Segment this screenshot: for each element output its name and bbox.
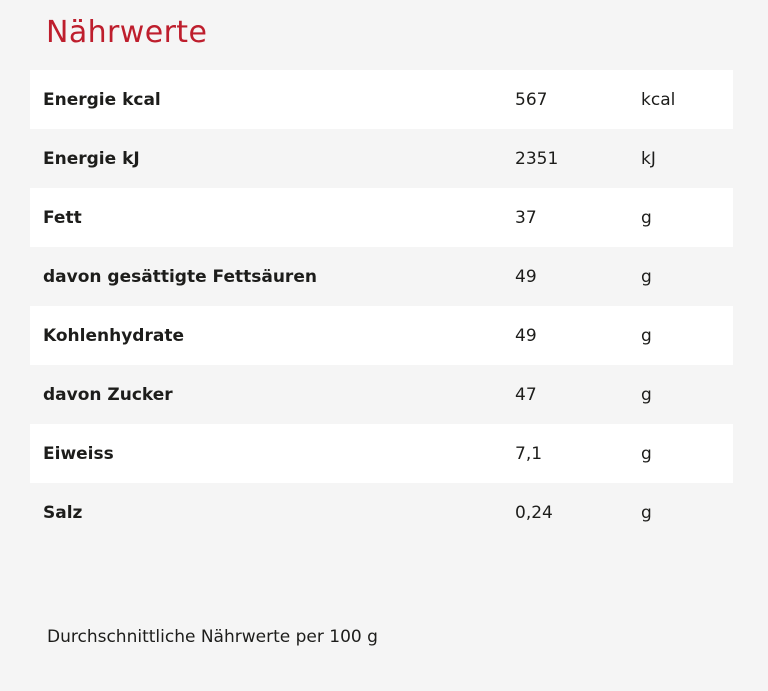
nutrient-value: 49 xyxy=(515,266,537,287)
nutrient-unit: kcal xyxy=(641,89,676,110)
nutrition-table: Energie kcal 567 kcal Energie kJ 2351 kJ… xyxy=(30,70,733,542)
nutrient-label: Energie kJ xyxy=(43,148,140,169)
nutrient-unit: g xyxy=(641,384,652,405)
nutrient-unit: g xyxy=(641,207,652,228)
table-row: davon gesättigte Fettsäuren 49 g xyxy=(30,247,733,306)
nutrient-value: 47 xyxy=(515,384,537,405)
nutrient-value: 7,1 xyxy=(515,443,543,464)
table-row: Fett 37 g xyxy=(30,188,733,247)
nutrient-label: Fett xyxy=(43,207,82,228)
nutrient-label: davon Zucker xyxy=(43,384,173,405)
average-values-note: Durchschnittliche Nährwerte per 100 g xyxy=(47,627,378,647)
nutrient-value: 37 xyxy=(515,207,537,228)
nutrient-value: 2351 xyxy=(515,148,559,169)
nutrient-unit: g xyxy=(641,443,652,464)
table-row: davon Zucker 47 g xyxy=(30,365,733,424)
nutrient-unit: g xyxy=(641,266,652,287)
nutrient-label: Kohlenhydrate xyxy=(43,325,184,346)
table-row: Eiweiss 7,1 g xyxy=(30,424,733,483)
table-row: Energie kcal 567 kcal xyxy=(30,70,733,129)
page-title: Nährwerte xyxy=(46,15,208,50)
nutrient-unit: kJ xyxy=(641,148,656,169)
table-row: Kohlenhydrate 49 g xyxy=(30,306,733,365)
table-row: Salz 0,24 g xyxy=(30,483,733,542)
nutrient-label: Salz xyxy=(43,502,83,523)
nutrient-value: 49 xyxy=(515,325,537,346)
table-row: Energie kJ 2351 kJ xyxy=(30,129,733,188)
nutrient-value: 0,24 xyxy=(515,502,553,523)
nutrient-label: davon gesättigte Fettsäuren xyxy=(43,266,317,287)
nutrient-unit: g xyxy=(641,502,652,523)
nutrient-unit: g xyxy=(641,325,652,346)
nutrient-label: Eiweiss xyxy=(43,443,114,464)
nutrient-value: 567 xyxy=(515,89,548,110)
nutrient-label: Energie kcal xyxy=(43,89,161,110)
